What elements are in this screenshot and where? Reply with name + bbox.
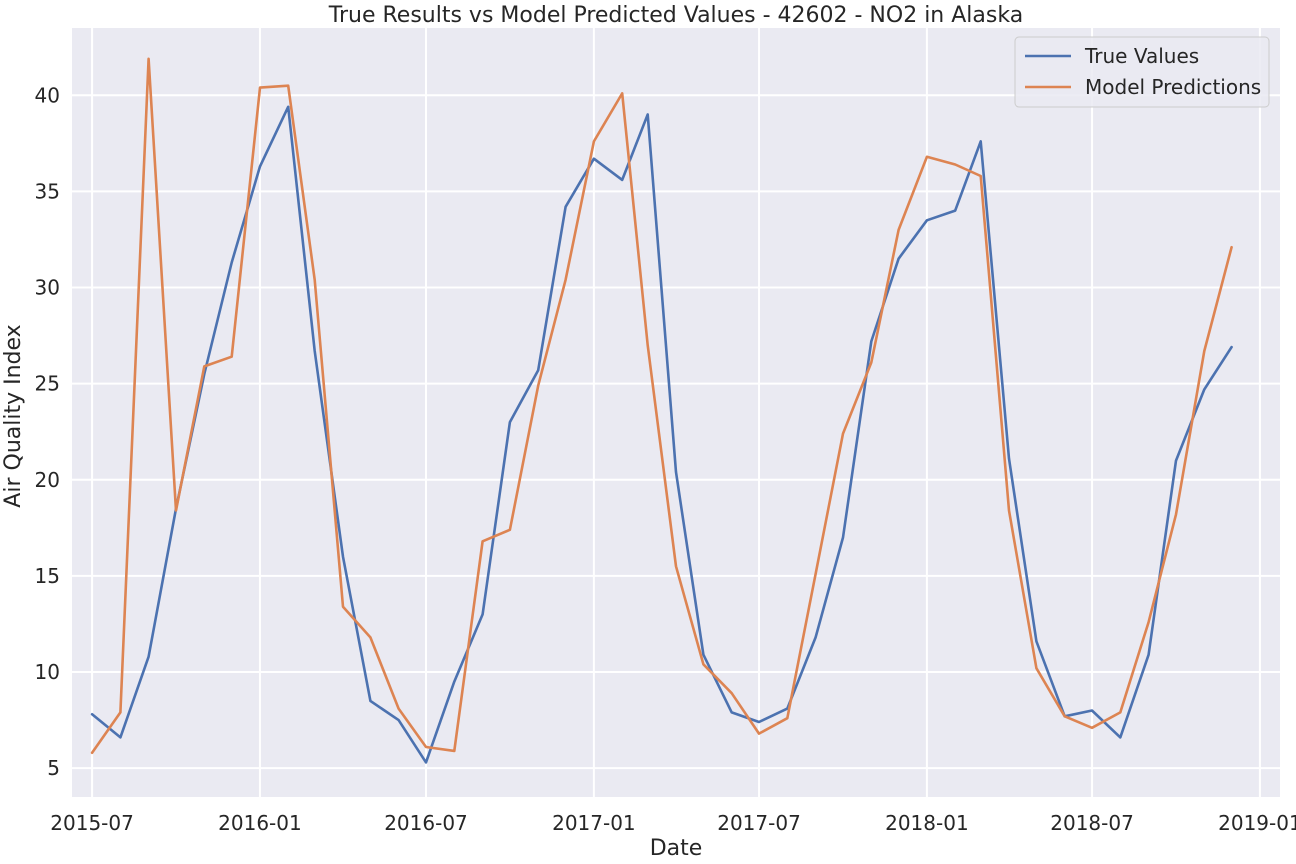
legend-box: [1014, 36, 1270, 108]
legend-entry: Model Predictions: [1085, 75, 1261, 99]
y-axis-label: Air Quality Index: [1, 324, 26, 507]
y-tick-label: 40: [35, 83, 60, 107]
x-tick-label: 2018-01: [885, 811, 969, 835]
y-tick-label: 35: [35, 179, 60, 203]
x-tick-label: 2015-07: [50, 811, 134, 835]
legend-entry: True Values: [1084, 44, 1199, 68]
x-tick-label: 2016-07: [384, 811, 468, 835]
x-tick-label: 2016-01: [218, 811, 302, 835]
chart-title: True Results vs Model Predicted Values -…: [328, 3, 1023, 28]
plot-area: [72, 28, 1280, 797]
y-tick-label: 20: [35, 468, 60, 492]
legend: True Values Model Predictions: [1014, 36, 1270, 108]
series-layer: [90, 57, 1233, 764]
x-tick-label: 2017-07: [717, 811, 801, 835]
y-tick-label: 15: [35, 564, 60, 588]
ticks: 5 10 15 20 25 30 35 40 2015-07 2016-01 2016-07 2017…: [35, 83, 1296, 835]
y-tick-label: 5: [47, 756, 60, 780]
y-tick-label: 10: [35, 660, 60, 684]
x-axis-label: Date: [650, 836, 703, 861]
y-tick-label: 30: [35, 276, 60, 300]
y-tick-label: 25: [35, 372, 60, 396]
series-line-2: [90, 57, 1233, 755]
x-tick-label: 2017-01: [552, 811, 636, 835]
series-line-1: [90, 105, 1233, 764]
grid: [72, 28, 1280, 797]
x-tick-label: 2018-07: [1050, 811, 1134, 835]
x-tick-label: 2019-01: [1218, 811, 1296, 835]
